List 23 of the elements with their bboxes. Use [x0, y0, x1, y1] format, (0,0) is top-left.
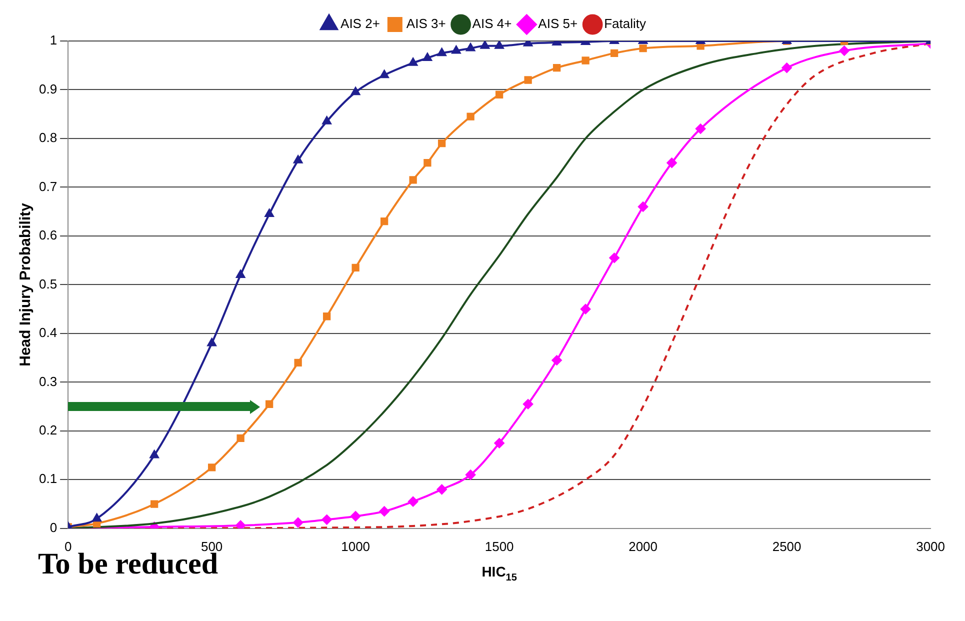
y-tick-label: 0.8	[38, 130, 58, 146]
legend-label: Fatality	[604, 16, 646, 32]
x-tick-label: 2000	[628, 538, 658, 554]
y-tick-label: 0	[50, 520, 58, 535]
y-tick-label: 0.9	[38, 81, 58, 96]
y-tick-label: 0.7	[38, 178, 58, 194]
legend-label: AIS 4+	[472, 16, 512, 32]
y-tick-label: 1	[50, 32, 58, 48]
y-tick-label: 0.2	[38, 422, 58, 438]
y-tick-label: 0.6	[38, 228, 58, 243]
y-tick-label: 0.4	[38, 325, 58, 340]
x-tick-label: 2500	[772, 538, 802, 554]
y-tick-label: 0.3	[38, 374, 58, 389]
x-tick-label: 500	[200, 538, 223, 554]
y-tick-label: 0.5	[38, 276, 58, 292]
y-tick-label: 0.1	[38, 471, 58, 486]
x-tick-label: 1500	[484, 538, 514, 554]
y-axis-title: Head Injury Probability	[17, 202, 34, 366]
x-tick-label: 3000	[916, 538, 945, 554]
legend-label: AIS 2+	[340, 16, 380, 32]
legend-label: AIS 5+	[538, 16, 578, 32]
x-tick-label: 1000	[341, 538, 370, 554]
legend-label: AIS 3+	[406, 16, 446, 32]
